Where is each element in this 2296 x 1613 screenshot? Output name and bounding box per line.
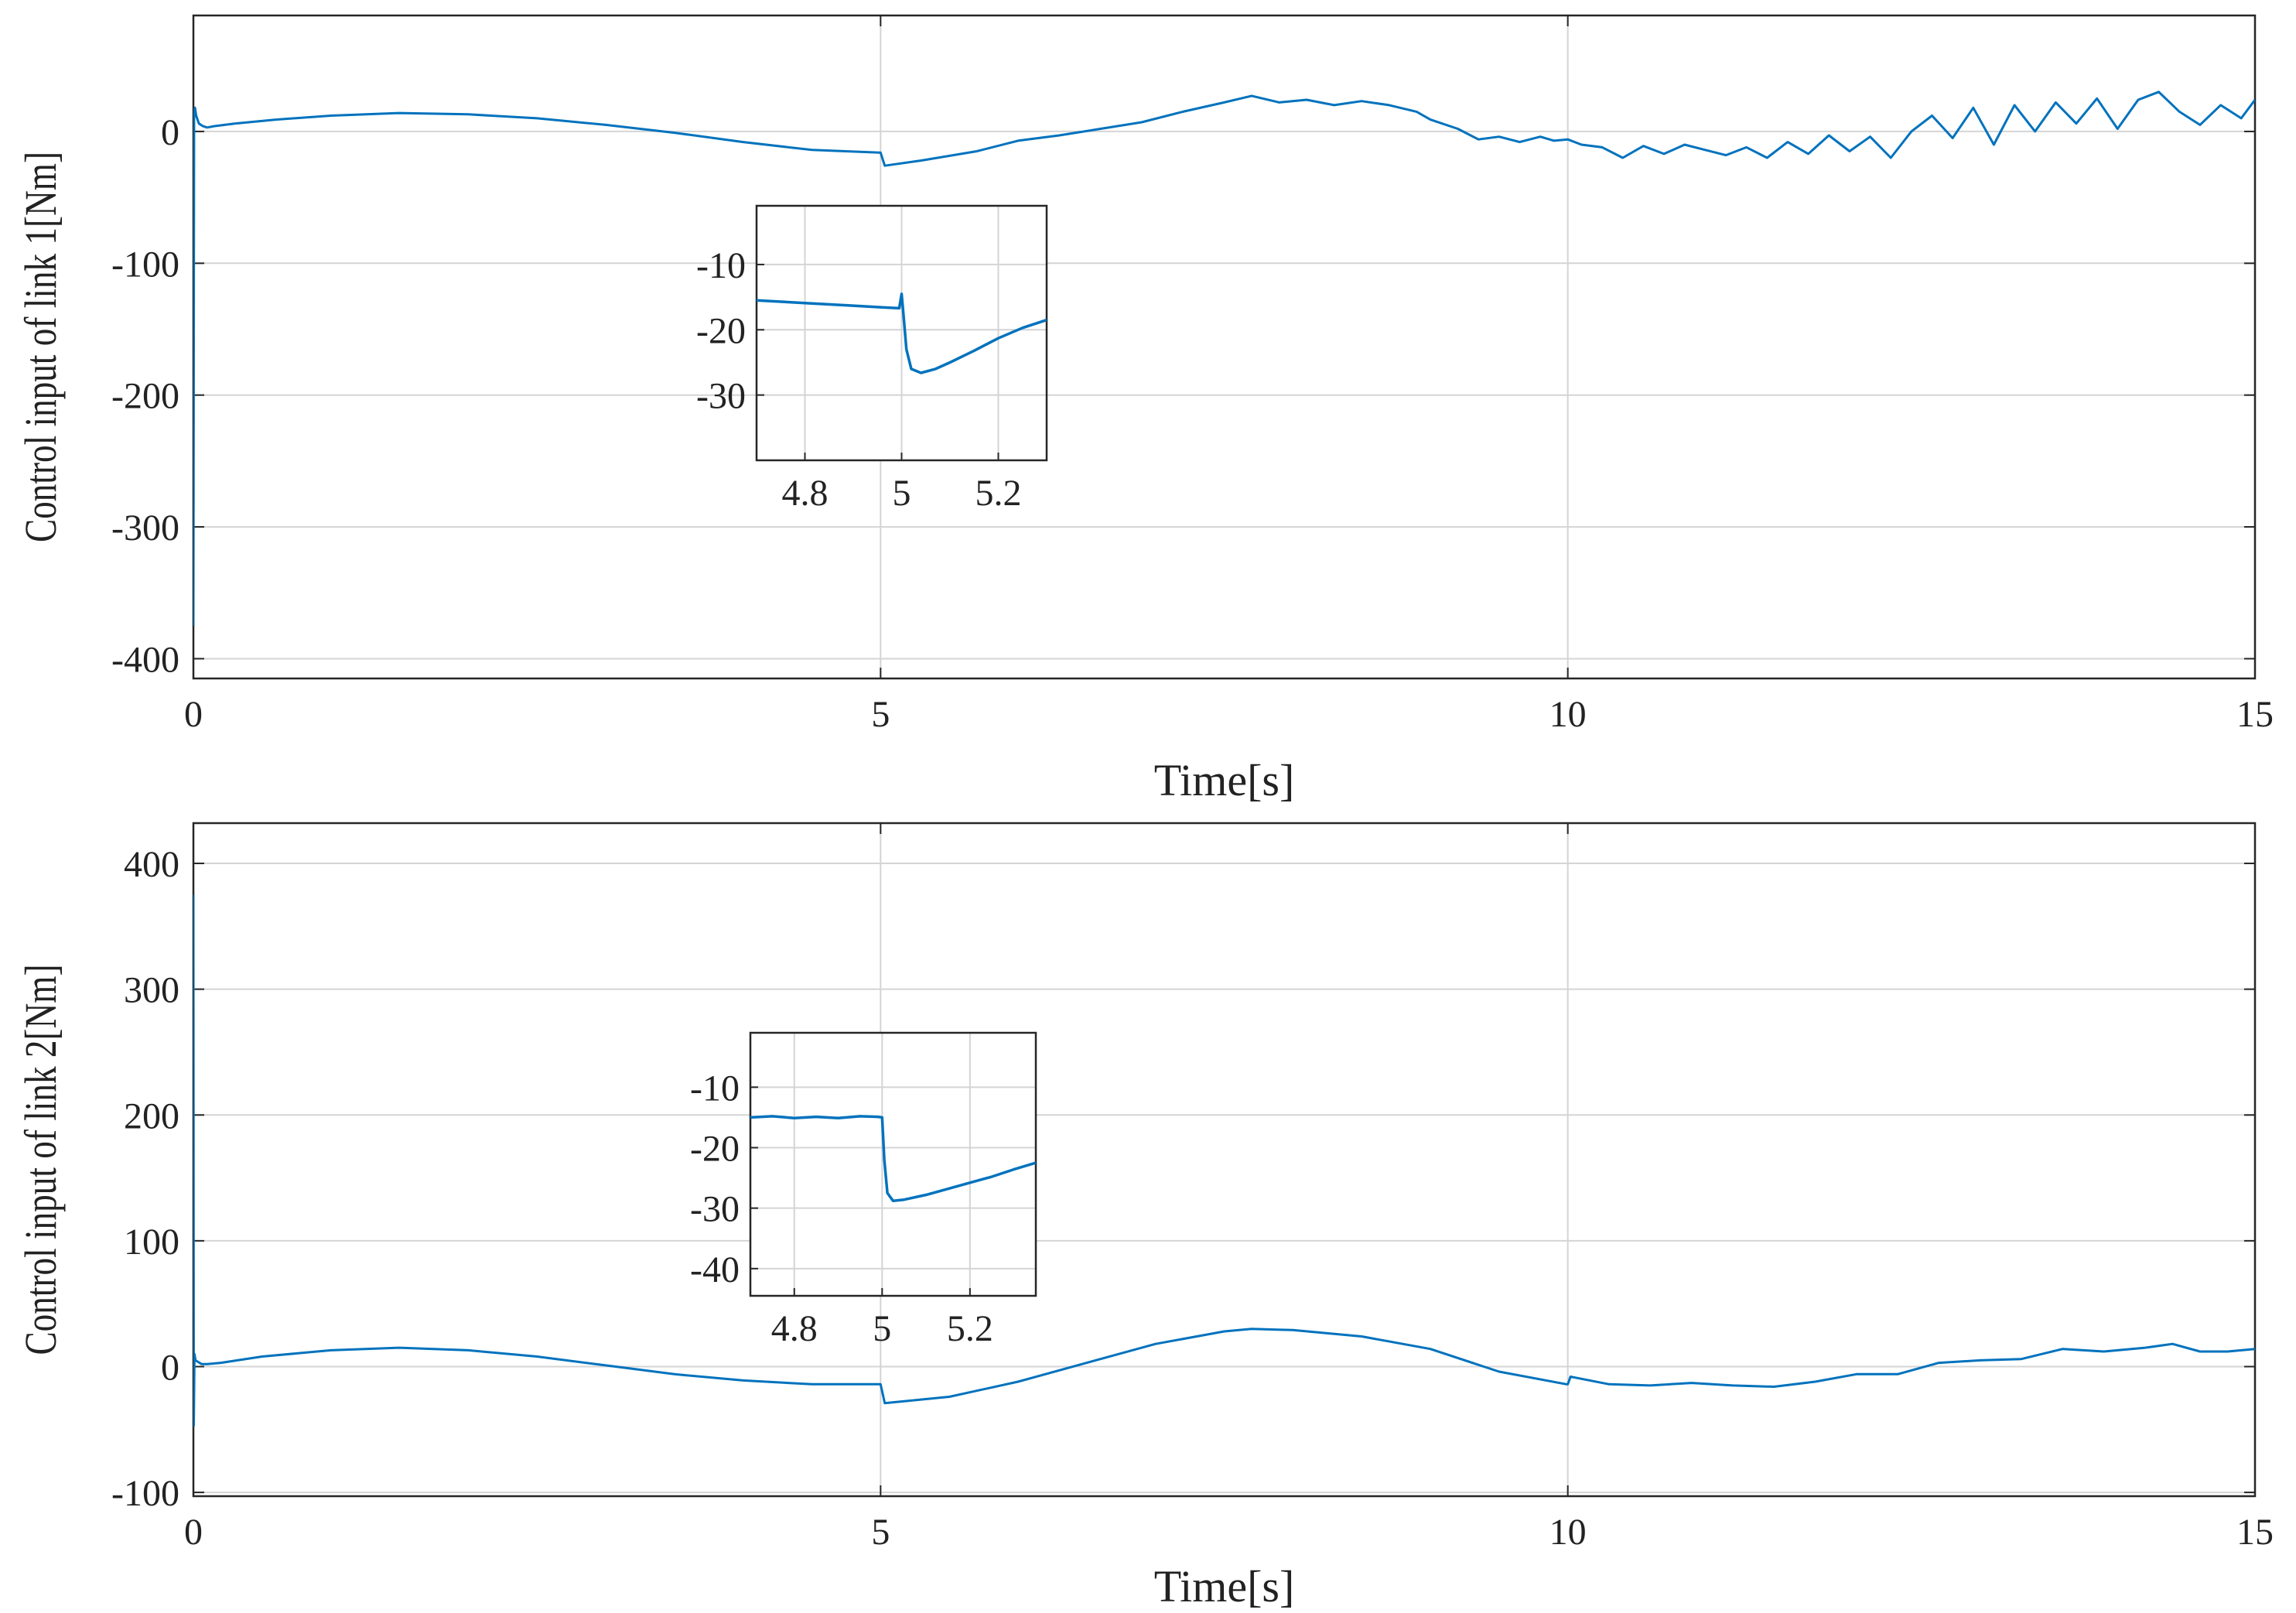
inset-area [750,1033,1036,1296]
y-axis-label: Control input of link 1[Nm] [17,152,67,542]
x-tick-label: 15 [2236,694,2274,735]
x-tick-label: 15 [2236,1512,2274,1553]
y-axis-label: Control input of link 2[Nm] [17,964,67,1355]
inset-x-tick-label: 5 [873,1308,891,1349]
inset-y-tick-label: -40 [690,1249,740,1290]
y-tick-label: -100 [111,244,179,285]
y-tick-label: -400 [111,639,179,680]
x-tick-label: 0 [184,1512,203,1553]
y-tick-label: 300 [124,970,179,1011]
inset-x-tick-label: 5.2 [947,1308,993,1349]
inset-x-tick-label: 5 [893,473,911,514]
inset-x-tick-label: 4.8 [782,473,829,514]
x-tick-label: 10 [1549,694,1587,735]
y-tick-label: 400 [124,844,179,885]
inset-y-tick-label: -10 [696,245,746,286]
y-tick-label: 0 [161,1348,179,1389]
y-tick-label: -200 [111,376,179,417]
x-tick-label: 0 [184,694,203,735]
x-axis-label: Time[s] [1154,1561,1295,1611]
plot-area [193,823,2255,1496]
y-tick-label: 0 [161,112,179,153]
series-line [193,91,2255,626]
x-axis-label: Time[s] [1154,755,1295,805]
plot-area [193,15,2255,678]
inset-series-line [757,292,1047,374]
inset-1: 4.8 5 5.2 -10 -20 -30 [696,204,1048,514]
x-tick-label: 5 [871,694,890,735]
x-tick-label: 10 [1549,1512,1587,1553]
inset-y-tick-label: -20 [690,1129,740,1170]
inset-y-tick-label: -30 [696,376,746,417]
inset-2: 4.8 5 5.2 -10 -20 -30 -40 [690,1031,1037,1349]
x-tick-label: 5 [871,1512,890,1553]
inset-frame [749,1031,1037,1297]
inset-y-tick-label: -10 [690,1068,740,1109]
subplot-1: 0 5 10 15 0 -100 -200 -300 -400 Time[s] Control in… [17,14,2274,805]
inset-series-line [750,1115,1036,1203]
y-tick-label: -100 [111,1473,179,1514]
inset-x-tick-label: 5.2 [975,473,1022,514]
y-tick-label: 100 [124,1222,179,1263]
inset-y-tick-label: -30 [690,1189,740,1230]
inset-y-tick-label: -20 [696,310,746,351]
series-line [193,894,2255,1427]
y-tick-label: 200 [124,1095,179,1136]
inset-x-tick-label: 4.8 [771,1308,818,1349]
y-tick-label: -300 [111,507,179,548]
